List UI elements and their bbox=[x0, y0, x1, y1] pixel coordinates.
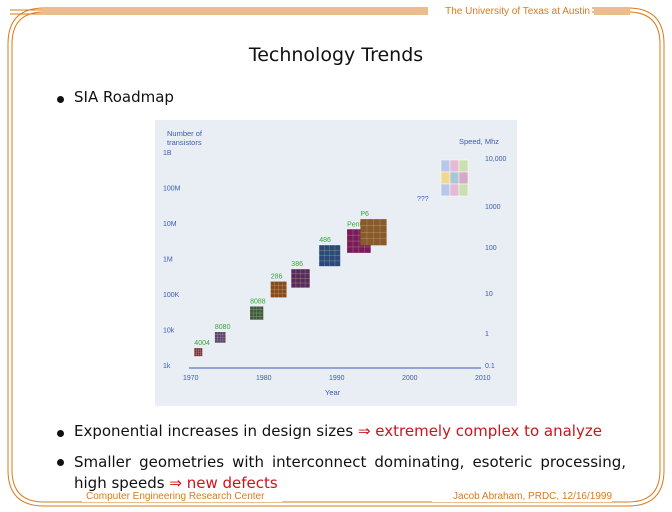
y-axis-label-right: Speed, Mhz bbox=[459, 137, 499, 146]
y-tick-left: 100M bbox=[163, 186, 181, 193]
chart-point-qqq: ??? bbox=[417, 159, 469, 203]
frame-outer bbox=[7, 7, 665, 507]
bullet-emphasis: extremely complex to analyze bbox=[375, 422, 602, 440]
x-tick: 1970 bbox=[183, 375, 199, 382]
y-tick-left: 1M bbox=[163, 257, 173, 264]
y-tick-left: 10M bbox=[163, 221, 177, 228]
x-axis-label: Year bbox=[325, 388, 341, 397]
x-tick: 1980 bbox=[256, 375, 272, 382]
y-tick-left: 10k bbox=[163, 328, 175, 335]
chart-point-8088: 8088 bbox=[250, 298, 266, 320]
implies-arrow: ⇒ bbox=[357, 422, 371, 440]
y-tick-right: 1 bbox=[485, 331, 489, 338]
point-label: 486 bbox=[319, 237, 331, 244]
y-tick-right: 10 bbox=[485, 291, 493, 298]
bullet-emphasis: new defects bbox=[186, 474, 278, 492]
chart-point-4004: 4004 bbox=[194, 340, 210, 357]
chart-point-486: 486 bbox=[319, 237, 341, 267]
y-tick-right: 100 bbox=[485, 245, 497, 252]
x-tick: 1990 bbox=[329, 375, 345, 382]
slide-title: Technology Trends bbox=[248, 44, 424, 66]
y-tick-left: 1k bbox=[163, 363, 171, 370]
bullet-text: Exponential increases in design sizes bbox=[74, 422, 354, 440]
frame-inner bbox=[11, 11, 661, 503]
y-tick-left: 1B bbox=[163, 150, 172, 157]
header-institution: The University of Texas at Austin bbox=[445, 6, 590, 17]
bullet-design-sizes: Exponential increases in design sizes ⇒ … bbox=[74, 422, 602, 440]
point-label: 8088 bbox=[250, 298, 266, 305]
bullet-sia-roadmap: SIA Roadmap bbox=[74, 88, 174, 106]
sia-roadmap-chart: Number of transistors Speed, Mhz Year 1k 1… bbox=[155, 120, 517, 406]
y-tick-right: 10,000 bbox=[485, 156, 507, 163]
footer-center-name: Computer Engineering Research Center bbox=[86, 491, 265, 502]
y-tick-left: 100K bbox=[163, 292, 180, 299]
footer-author-date: Jacob Abraham, PRDC, 12/16/1999 bbox=[453, 491, 612, 502]
point-label: 4004 bbox=[194, 340, 210, 347]
point-label: Pentium bbox=[347, 221, 373, 228]
chart-point-P6: P6 bbox=[360, 211, 387, 246]
x-tick: 2000 bbox=[402, 375, 418, 382]
chart-point-8080: 8080 bbox=[214, 324, 231, 343]
bullet-smaller-geometries: Smaller geometries with interconnect dom… bbox=[74, 452, 626, 494]
bullet-text: Smaller geometries with interconnect dom… bbox=[74, 453, 626, 492]
chart-point-386: 386 bbox=[291, 261, 310, 288]
x-tick: 2010 bbox=[475, 375, 491, 382]
y-tick-right: 1000 bbox=[485, 204, 501, 211]
bullet-dot bbox=[57, 96, 64, 103]
point-label: 286 bbox=[271, 274, 283, 281]
point-label: 8080 bbox=[215, 324, 231, 331]
y-axis-label-left: Number of transistors bbox=[167, 129, 203, 147]
point-label: 386 bbox=[291, 261, 303, 268]
bullet-dot bbox=[57, 430, 64, 437]
implies-arrow: ⇒ bbox=[169, 474, 182, 492]
y-tick-right: 0.1 bbox=[485, 363, 495, 370]
chart-point-286: 286 bbox=[270, 274, 287, 298]
point-label: ??? bbox=[417, 196, 429, 203]
point-label: P6 bbox=[360, 211, 369, 218]
bullet-dot bbox=[57, 459, 64, 466]
